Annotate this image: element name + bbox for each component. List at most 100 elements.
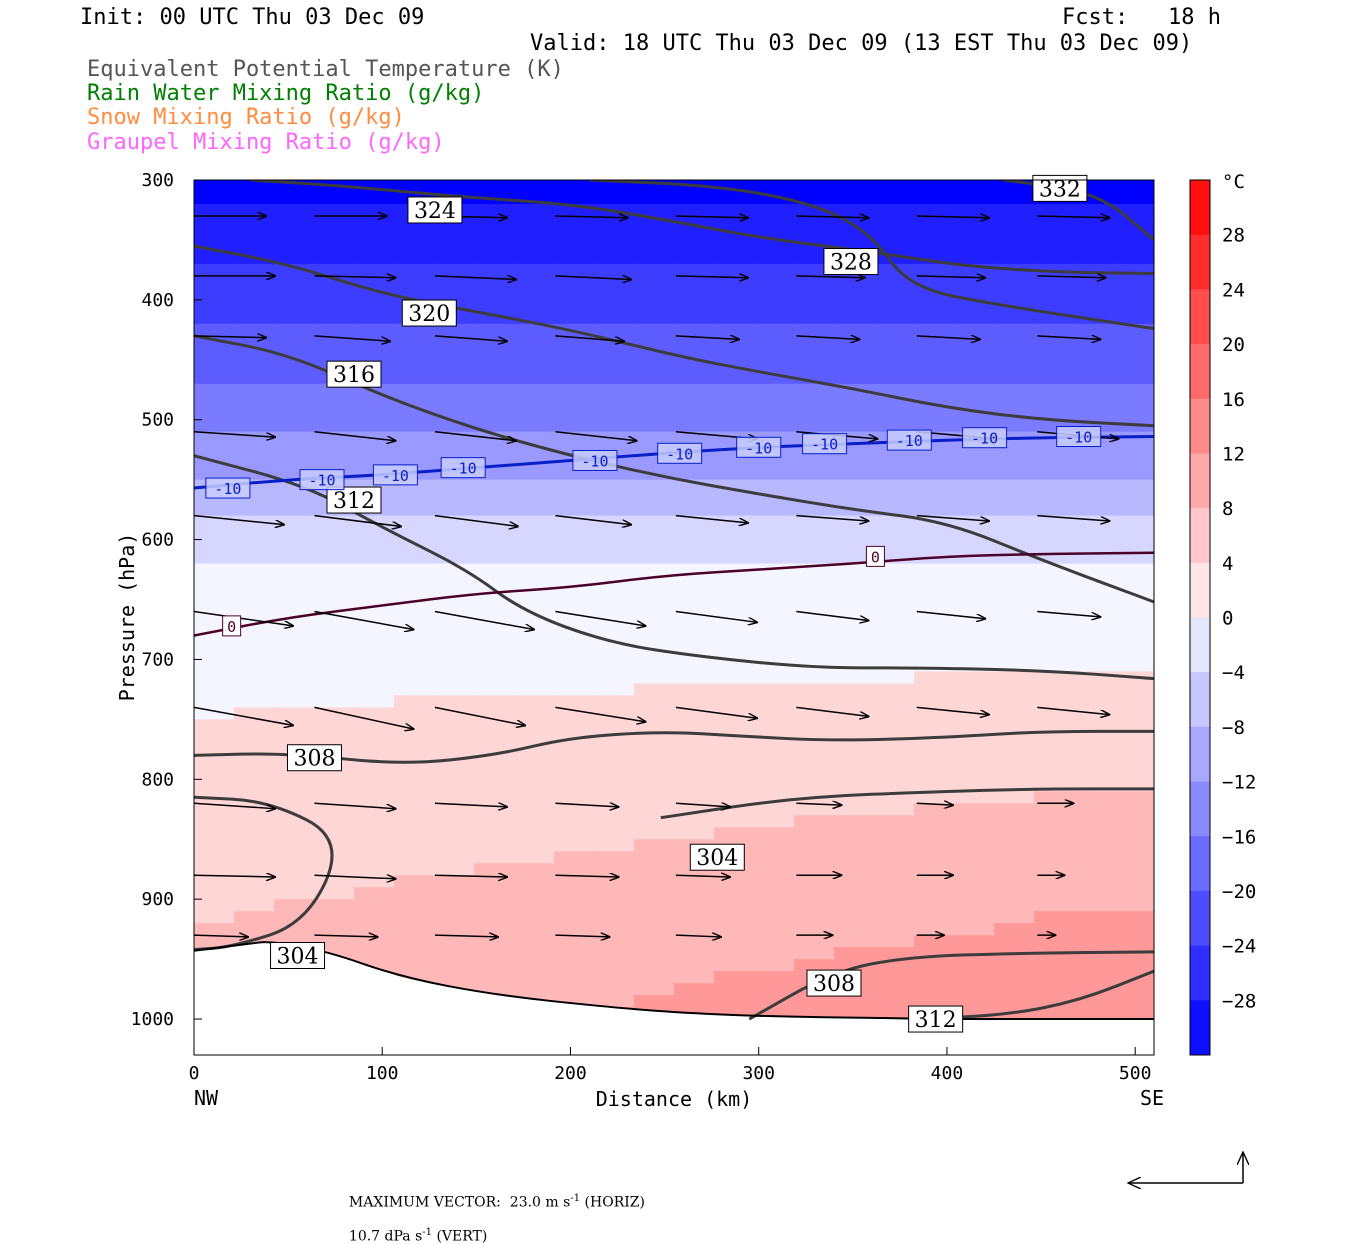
field-cell [754, 455, 795, 469]
field-cell [1114, 539, 1154, 553]
field-cell [914, 227, 955, 241]
field-cell [914, 995, 955, 1008]
field-cell [834, 887, 875, 900]
field-cell [314, 659, 355, 673]
field-cell [514, 959, 555, 972]
field-cell [874, 719, 915, 733]
field-cell [754, 623, 795, 637]
wind-vector [1037, 216, 1109, 218]
field-cell [1114, 383, 1154, 397]
field-cell [634, 695, 675, 709]
y-tick-label: 500 [141, 410, 174, 431]
field-cell [394, 239, 435, 253]
field-cell [714, 995, 755, 1008]
field-cell [754, 911, 795, 924]
field-cell [794, 803, 835, 817]
max-vector-footer: MAXIMUM VECTOR: 23.0 m s-1 (HORIZ) 10.7 … [340, 1177, 645, 1244]
field-cell [994, 851, 1035, 865]
field-cell [234, 563, 275, 577]
wind-vector [194, 610, 293, 626]
field-cell [714, 959, 755, 972]
field-cell [554, 599, 595, 613]
field-cell [394, 659, 435, 673]
field-cell [954, 467, 995, 481]
wind-vector [314, 610, 413, 630]
field-cell [594, 923, 635, 936]
field-cell [474, 659, 515, 673]
field-cell [1034, 803, 1075, 817]
field-cell [554, 180, 595, 193]
field-cell [914, 635, 955, 649]
field-cell [394, 323, 435, 337]
wind-vector [314, 276, 395, 278]
field-cell [474, 695, 515, 709]
field-cell [314, 419, 355, 433]
field-cell [634, 875, 675, 888]
wind-vector [555, 514, 631, 525]
field-cell [474, 443, 515, 457]
field-cell [914, 419, 955, 433]
field-cell [674, 383, 715, 397]
field-cell [914, 287, 955, 301]
field-cell [754, 239, 795, 253]
field-cell [874, 407, 915, 421]
field-cell [754, 827, 795, 841]
field-cell [954, 911, 995, 924]
field-cell [274, 623, 315, 637]
field-cell [474, 335, 515, 349]
field-cell [314, 275, 355, 289]
field-cell [474, 203, 515, 217]
y-tick-label: 400 [141, 290, 174, 311]
field-cell [994, 611, 1035, 625]
field-cell [474, 263, 515, 277]
field-cell [434, 180, 475, 193]
field-cell [714, 899, 755, 912]
field-cell [1074, 731, 1115, 745]
field-cell [1074, 839, 1115, 853]
field-cell [994, 983, 1035, 996]
field-cell [474, 887, 515, 900]
field-cell [634, 755, 675, 769]
theta-e-label-box [407, 196, 463, 224]
forecast-hour: Fcst: 18 h [1062, 5, 1221, 30]
field-cell [674, 599, 715, 613]
field-cell [1114, 887, 1154, 900]
field-cell [554, 755, 595, 769]
field-cell [554, 395, 595, 409]
field-cell [354, 191, 395, 205]
field-cell [994, 899, 1035, 912]
field-cell [194, 395, 235, 409]
field-cell [1034, 287, 1075, 301]
field-cell [434, 383, 475, 397]
wind-vector [194, 875, 275, 877]
field-cell [474, 311, 515, 325]
field-cell [474, 815, 515, 829]
field-cell [194, 215, 235, 229]
field-cell [594, 791, 635, 805]
field-cell [634, 539, 675, 553]
field-cell [434, 443, 475, 457]
field-cell [194, 227, 235, 241]
field-cell [794, 311, 835, 325]
x-tick-label: 200 [554, 1063, 587, 1084]
field-cell [754, 347, 795, 361]
field-cell [954, 203, 995, 217]
field-cell [234, 683, 275, 697]
field-cell [674, 779, 715, 793]
isotherm-label: -10 [896, 432, 923, 450]
field-cell [354, 347, 395, 361]
field-cell [834, 851, 875, 865]
field-cell [554, 347, 595, 361]
field-cell [594, 863, 635, 877]
field-cell [874, 299, 915, 313]
field-cell [674, 323, 715, 337]
field-cell [354, 803, 395, 817]
field-cell [1114, 503, 1154, 517]
field-cell [754, 359, 795, 373]
field-cell [754, 719, 795, 733]
field-cell [914, 743, 955, 757]
wind-vector [314, 875, 395, 879]
field-cell [234, 887, 275, 900]
field-cell [914, 851, 955, 865]
y-tick-label: 900 [141, 889, 174, 910]
